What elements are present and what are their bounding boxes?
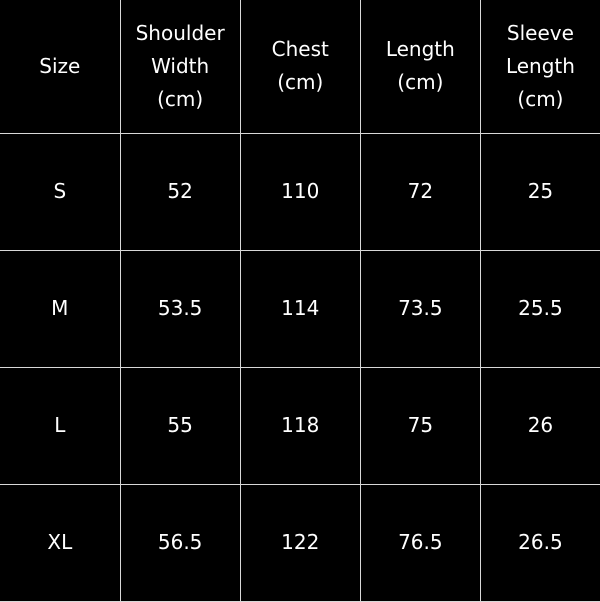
header-sleeve-length: Sleeve Length (cm)	[479, 0, 600, 134]
table-row: M 53.5 114 73.5 25.5	[0, 249, 600, 368]
cell-length: 76.5	[359, 483, 481, 602]
cell-sleeve-length: 25	[479, 132, 600, 251]
header-row: Size Shoulder Width (cm) Chest (cm) Leng…	[0, 0, 600, 134]
table-row: L 55 118 75 26	[0, 366, 600, 485]
header-text: Sleeve	[506, 20, 574, 45]
cell-shoulder-width: 55	[119, 366, 241, 485]
table-row: S 52 110 72 25	[0, 132, 600, 251]
header-shoulder-width: Shoulder Width (cm)	[119, 0, 241, 134]
header-chest: Chest (cm)	[239, 0, 361, 134]
header-text: Length	[505, 53, 575, 78]
cell-shoulder-width: 53.5	[119, 249, 241, 368]
cell-size: XL	[0, 483, 121, 602]
header-size: Size	[0, 0, 121, 134]
cell-length: 73.5	[359, 249, 481, 368]
header-text: Width	[151, 53, 210, 78]
cell-shoulder-width: 56.5	[119, 483, 241, 602]
header-text: Chest	[271, 37, 329, 62]
table-row: XL 56.5 122 76.5 26.5	[0, 483, 600, 602]
header-text: Size	[39, 53, 81, 78]
cell-shoulder-width: 52	[119, 132, 241, 251]
header-text: (cm)	[397, 70, 444, 95]
cell-sleeve-length: 26	[479, 366, 600, 485]
cell-sleeve-length: 25.5	[479, 249, 600, 368]
cell-size: S	[0, 132, 121, 251]
cell-chest: 122	[239, 483, 361, 602]
cell-length: 75	[359, 366, 481, 485]
header-text: Shoulder	[135, 20, 225, 45]
cell-chest: 118	[239, 366, 361, 485]
cell-size: L	[0, 366, 121, 485]
header-text: Length	[385, 37, 455, 62]
header-text: (cm)	[517, 86, 564, 111]
cell-length: 72	[359, 132, 481, 251]
header-length: Length (cm)	[359, 0, 481, 134]
cell-sleeve-length: 26.5	[479, 483, 600, 602]
header-text: (cm)	[277, 70, 324, 95]
cell-chest: 110	[239, 132, 361, 251]
cell-size: M	[0, 249, 121, 368]
cell-chest: 114	[239, 249, 361, 368]
header-text: (cm)	[157, 86, 204, 111]
